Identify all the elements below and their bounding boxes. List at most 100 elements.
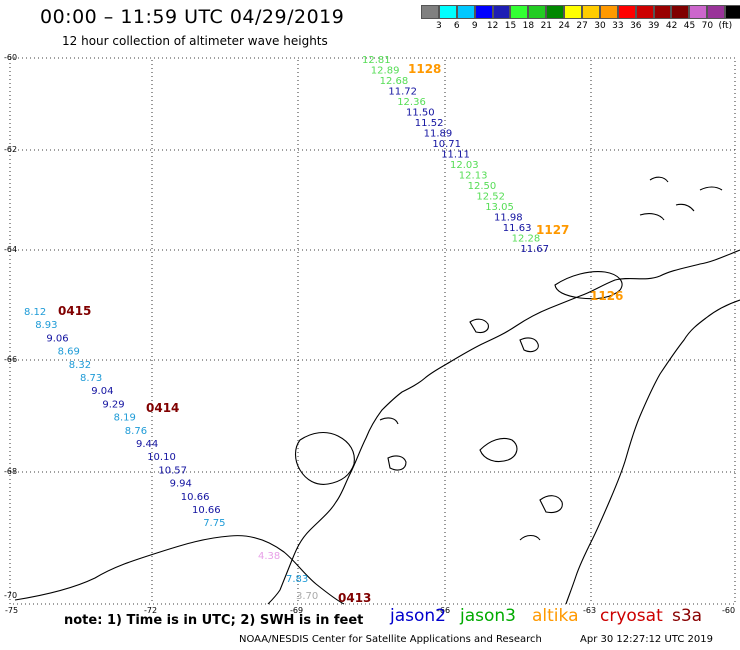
map-frame (9, 57, 736, 605)
legend-swatch (582, 5, 600, 19)
legend-tick-label: (ft) (718, 21, 733, 31)
legend-swatch (474, 5, 493, 19)
wave-height-label: 8.19 (114, 413, 136, 424)
legend-tick-label: 36 (630, 21, 642, 31)
wave-height-label: 8.76 (125, 426, 147, 437)
lat-label: -62 (4, 145, 17, 154)
wave-height-label: 12.36 (397, 97, 426, 108)
wave-height-label: 12.68 (380, 76, 409, 87)
coastline-islands-east (479, 437, 563, 541)
legend-tick-label: 45 (683, 21, 696, 31)
wave-height-label: 8.73 (80, 373, 102, 384)
wave-height-label: 11.50 (406, 108, 435, 119)
legend-tick-label: 21 (540, 21, 553, 31)
altimeter-track-right: 12.8112.8912.6811.7212.3611.5011.5211.89… (362, 55, 623, 303)
wave-height-label: 12.13 (459, 171, 488, 182)
legend-swatch (725, 5, 740, 19)
track-time-label: 1128 (408, 62, 441, 76)
lon-label: -69 (290, 606, 303, 615)
legend-tick-label: 9 (471, 21, 478, 31)
lon-label: -63 (583, 606, 596, 615)
color-scale-legend (421, 5, 740, 19)
track-time-label: 0414 (146, 401, 179, 415)
lat-label: -64 (4, 245, 17, 254)
wave-height-label: 8.93 (35, 320, 57, 331)
footer-note: note: 1) Time is in UTC; 2) SWH is in fe… (64, 613, 364, 628)
track-time-label: 1126 (590, 289, 623, 303)
lat-label: -60 (4, 53, 17, 62)
legend-swatch (510, 5, 529, 19)
legend-swatch (617, 5, 636, 19)
legend-tick-label: 30 (594, 21, 606, 31)
wave-height-label: 9.94 (170, 479, 192, 490)
satellite-label-altika: altika (532, 606, 579, 626)
wave-height-label: 11.11 (441, 150, 470, 161)
graticule (10, 60, 735, 604)
latitude-labels: -60 -62 -64 -66 -68 -70 (4, 53, 17, 600)
lon-label: -66 (437, 606, 450, 615)
satellite-label-jason3: jason3 (460, 606, 516, 626)
wave-height-label: 12.89 (371, 66, 400, 77)
lon-label: -72 (144, 606, 157, 615)
wave-height-label: 11.63 (503, 223, 532, 234)
coastline (14, 176, 740, 605)
wave-height-label: 3.70 (296, 591, 318, 602)
generated-timestamp: Apr 30 12:27:12 UTC 2019 (580, 634, 713, 645)
lat-label: -70 (4, 591, 17, 600)
legend-swatch (492, 5, 511, 19)
legend-swatch (635, 5, 654, 19)
track-time-label: 1127 (536, 223, 569, 237)
wave-height-label: 12.28 (512, 234, 541, 245)
wave-height-label: 11.89 (424, 129, 453, 140)
satellite-label-s3a: s3a (672, 606, 703, 626)
credit-text: NOAA/NESDIS Center for Satellite Applica… (239, 634, 542, 645)
wave-height-label: 8.12 (24, 307, 46, 318)
wave-height-label: 9.04 (91, 386, 113, 397)
wave-height-label: 11.72 (388, 87, 417, 98)
legend-tick-label: 6 (453, 21, 460, 31)
map-title: 00:00 – 11:59 UTC 04/29/2019 (40, 6, 345, 28)
legend-tick-label: 27 (576, 21, 588, 31)
legend-tick-label: 39 (647, 21, 660, 31)
legend-swatch (456, 5, 475, 19)
wave-height-label: 9.06 (46, 333, 68, 344)
legend-swatch (653, 5, 672, 19)
legend-swatch (671, 5, 690, 19)
wave-height-label: 7.83 (286, 574, 308, 585)
coastline-peninsula-west (267, 249, 740, 605)
coastline-ellsworth-land (14, 535, 345, 605)
wave-height-label: 10.66 (181, 492, 210, 503)
wave-height-label: 10.66 (192, 505, 221, 516)
legend-swatch (528, 5, 547, 19)
wave-height-label: 8.69 (58, 347, 80, 358)
track-time-label: 0415 (58, 304, 91, 318)
legend-tick-label: 33 (612, 21, 624, 31)
wave-height-label: 10.71 (432, 139, 461, 150)
wave-height-label: 4.38 (258, 551, 280, 562)
legend-tick-label: 42 (665, 21, 678, 31)
legend-tick-label: 3 (436, 21, 442, 31)
legend-swatch (599, 5, 618, 19)
wave-height-label: 12.52 (476, 192, 505, 203)
legend-swatch (438, 5, 457, 19)
lat-label: -66 (4, 355, 17, 364)
altimeter-track-left: 8.12 8.93 9.06 8.69 8.32 8.73 9.04 9.29 8.19 8.76… (24, 304, 371, 605)
legend-tick-label: 12 (486, 21, 499, 31)
wave-height-label: 9.44 (136, 439, 158, 450)
coastline-islands-mid (379, 318, 539, 471)
coastline-peninsula-east (565, 299, 740, 605)
color-scale-labels: 3 6 9 12 15 18 21 24 27 30 33 36 39 42 45 70 (ft) (421, 21, 740, 35)
lat-label: -68 (4, 467, 17, 476)
wave-height-label: 11.98 (494, 213, 523, 224)
wave-height-label: 12.03 (450, 160, 479, 171)
wave-height-label: 13.05 (485, 202, 514, 213)
legend-swatch (564, 5, 583, 19)
wave-height-label: 12.81 (362, 55, 391, 66)
wave-height-label: 10.10 (147, 452, 176, 463)
legend-swatch (689, 5, 708, 19)
wave-height-label: 12.50 (468, 181, 497, 192)
legend-tick-label: 70 (701, 21, 714, 31)
lon-label: -60 (722, 606, 735, 615)
legend-swatch (707, 5, 726, 19)
